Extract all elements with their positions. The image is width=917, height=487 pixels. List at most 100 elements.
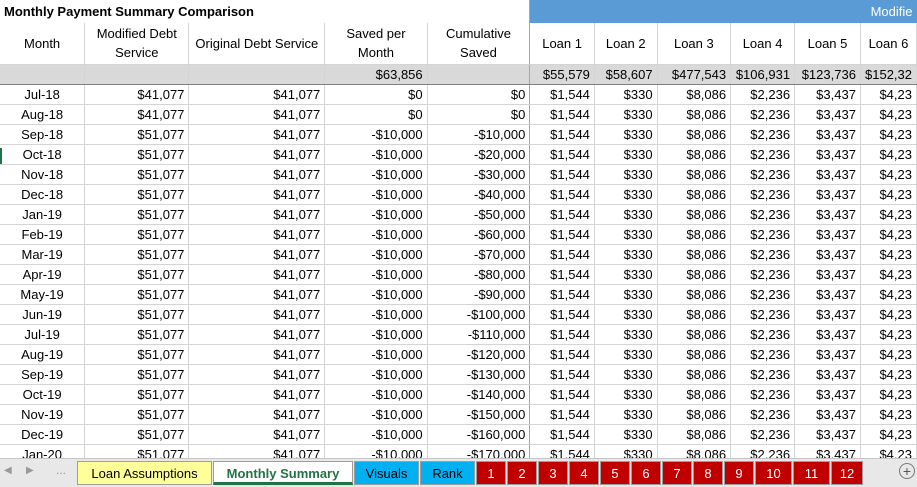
cell-loan-4[interactable]: $2,236 [730,304,796,325]
cell-loan-4[interactable]: $2,236 [730,324,796,345]
cell-original-debt-service[interactable]: $41,077 [188,144,326,165]
tab-monthly-summary[interactable]: Monthly Summary [213,461,353,485]
cell-modified-debt-service[interactable]: $51,077 [84,324,190,345]
tab-sheet-12[interactable]: 12 [831,461,863,485]
cell-cumulative-saved[interactable]: -$80,000 [427,264,531,285]
cell-modified-debt-service[interactable]: $51,077 [84,164,190,185]
cell-month[interactable]: Dec-18 [0,184,86,205]
cell-loan-2[interactable]: $330 [594,224,658,245]
cell-loan-6[interactable]: $4,23 [860,124,917,145]
cell-saved-per-month[interactable]: -$10,000 [324,264,428,285]
cell-loan-4[interactable]: $2,236 [730,84,796,105]
cell-month[interactable]: Sep-19 [0,364,86,385]
cell-loan-1[interactable]: $1,544 [529,244,595,265]
cell-saved-per-month[interactable]: -$10,000 [324,184,428,205]
cell-loan-6[interactable]: $4,23 [860,344,917,365]
cell-loan-2[interactable]: $330 [594,244,658,265]
cell-loan-4[interactable]: $2,236 [730,164,796,185]
cell-cumulative-saved[interactable]: -$160,000 [427,424,531,445]
cell-loan-1[interactable]: $1,544 [529,224,595,245]
tab-sheet-3[interactable]: 3 [538,461,568,485]
tab-sheet-7[interactable]: 7 [662,461,692,485]
tab-sheet-5[interactable]: 5 [600,461,630,485]
cell-loan-2[interactable]: $330 [594,264,658,285]
cell-original-debt-service[interactable]: $41,077 [188,184,326,205]
cell-loan-1[interactable]: $1,544 [529,304,595,325]
cell-loan-1[interactable]: $1,544 [529,104,595,125]
cell-saved-per-month[interactable]: -$10,000 [324,204,428,225]
cell-month[interactable]: Jan-19 [0,204,86,225]
cell-loan-5[interactable]: $3,437 [794,404,861,425]
tab-loan-assumptions[interactable]: Loan Assumptions [77,461,212,485]
cell-loan-3[interactable]: $8,086 [657,224,732,245]
cell-loan-5[interactable]: $3,437 [794,364,861,385]
cell-loan-1[interactable]: $1,544 [529,184,595,205]
cell-saved-per-month[interactable]: -$10,000 [324,144,428,165]
cell-loan-6[interactable]: $4,23 [860,424,917,445]
cell-saved-per-month[interactable]: -$10,000 [324,224,428,245]
cell-loan-3[interactable]: $8,086 [657,104,732,125]
spreadsheet-grid[interactable]: Monthly Payment Summary Comparison Modif… [0,0,917,458]
cell-month[interactable]: Nov-19 [0,404,86,425]
add-sheet-icon[interactable]: + [899,463,915,479]
cell-original-debt-service[interactable]: $41,077 [188,344,326,365]
cell-loan-1[interactable]: $1,544 [529,204,595,225]
cell-loan-3[interactable]: $8,086 [657,324,732,345]
cell-cumulative-saved[interactable]: -$50,000 [427,204,531,225]
cell-original-debt-service[interactable]: $41,077 [188,204,326,225]
cell-modified-debt-service[interactable]: $51,077 [84,364,190,385]
cell-loan-1[interactable]: $1,544 [529,384,595,405]
header-modified-debt-service[interactable]: Modified Debt Service [84,23,190,65]
cell-loan-4[interactable]: $2,236 [730,204,796,225]
cell-loan-6[interactable]: $4,23 [860,244,917,265]
cell-cumulative-saved[interactable]: -$110,000 [427,324,531,345]
cell-saved-per-month[interactable]: -$10,000 [324,304,428,325]
cell-loan-3[interactable]: $8,086 [657,204,732,225]
cell-cumulative-saved[interactable]: -$170,000 [427,444,531,458]
tab-sheet-10[interactable]: 10 [755,461,792,485]
modified-banner[interactable]: Modifie [529,0,917,23]
cell-month[interactable]: Jul-18 [0,84,86,105]
cell-original-debt-service[interactable]: $41,077 [188,264,326,285]
total-blank[interactable] [0,63,86,85]
cell-loan-4[interactable]: $2,236 [730,244,796,265]
cell-loan-2[interactable]: $330 [594,444,658,458]
cell-modified-debt-service[interactable]: $51,077 [84,244,190,265]
cell-original-debt-service[interactable]: $41,077 [188,244,326,265]
cell-loan-5[interactable]: $3,437 [794,284,861,305]
tab-visuals[interactable]: Visuals [354,461,419,485]
cell-original-debt-service[interactable]: $41,077 [188,84,326,105]
cell-month[interactable]: Jan-20 [0,444,86,458]
cell-modified-debt-service[interactable]: $51,077 [84,204,190,225]
cell-loan-6[interactable]: $4,23 [860,104,917,125]
cell-loan-3[interactable]: $8,086 [657,404,732,425]
cell-modified-debt-service[interactable]: $41,077 [84,84,190,105]
total-blank[interactable] [188,63,326,85]
cell-loan-4[interactable]: $2,236 [730,224,796,245]
cell-month[interactable]: Feb-19 [0,224,86,245]
header-loan-1[interactable]: Loan 1 [529,23,595,65]
cell-loan-6[interactable]: $4,23 [860,444,917,458]
cell-loan-5[interactable]: $3,437 [794,304,861,325]
cell-loan-3[interactable]: $8,086 [657,264,732,285]
cell-month[interactable]: Jun-19 [0,304,86,325]
cell-cumulative-saved[interactable]: -$10,000 [427,124,531,145]
blank-title-cell[interactable] [427,0,531,23]
cell-loan-2[interactable]: $330 [594,84,658,105]
cell-loan-4[interactable]: $2,236 [730,424,796,445]
cell-loan-5[interactable]: $3,437 [794,384,861,405]
cell-saved-per-month[interactable]: $0 [324,84,428,105]
cell-loan-5[interactable]: $3,437 [794,324,861,345]
cell-cumulative-saved[interactable]: -$130,000 [427,364,531,385]
cell-month[interactable]: Oct-19 [0,384,86,405]
cell-loan-3[interactable]: $8,086 [657,84,732,105]
cell-modified-debt-service[interactable]: $51,077 [84,144,190,165]
total-saved[interactable]: $63,856 [324,63,428,85]
cell-loan-2[interactable]: $330 [594,124,658,145]
cell-loan-6[interactable]: $4,23 [860,324,917,345]
cell-loan-2[interactable]: $330 [594,284,658,305]
cell-original-debt-service[interactable]: $41,077 [188,324,326,345]
cell-loan-2[interactable]: $330 [594,424,658,445]
cell-loan-3[interactable]: $8,086 [657,364,732,385]
cell-saved-per-month[interactable]: -$10,000 [324,124,428,145]
